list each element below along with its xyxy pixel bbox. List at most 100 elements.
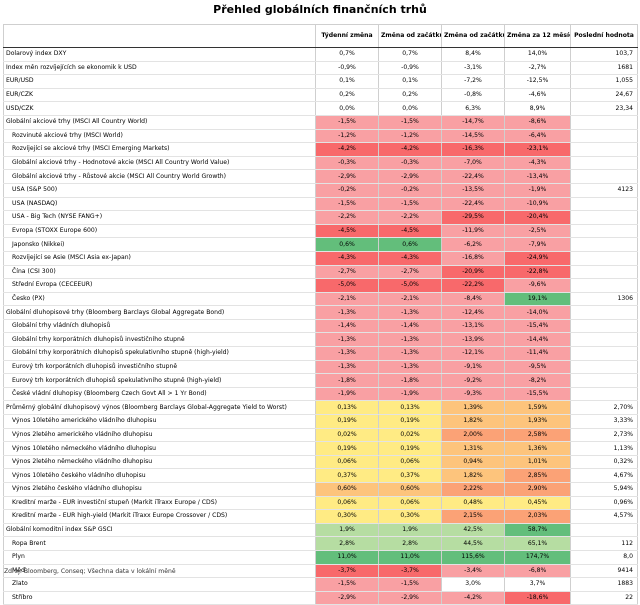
row-label: USA - Big Tech (NYSE FANG+) [3,210,316,225]
change-cell: 0,30% [315,509,379,524]
last-value-cell [570,142,638,157]
change-cell: -12,4% [441,305,505,320]
change-cell: 2,58% [504,428,571,443]
table-row: České vládní dluhopisy (Bloomberg Czech … [3,387,638,402]
change-cell: 1,39% [441,400,505,416]
table-row: EUR/USD 0,1% 0,1% -7,2% -12,5% 1,055 [3,74,638,89]
change-cell: 1,36% [504,441,571,456]
last-value-cell [570,346,638,361]
change-cell: 2,8% [378,536,442,551]
change-cell: 0,60% [378,482,442,497]
table-row: Rozvíjející se akciové trhy (MSCI Emergi… [3,142,638,157]
last-value-cell [570,224,638,239]
last-value-cell [570,319,638,334]
last-value-cell [570,197,638,212]
table-body: Dolarový index DXY 0,7% 0,7% 8,4% 14,0% 103,7… [3,47,638,605]
change-cell: -5,0% [315,278,379,293]
table-row: Plyn 11,0% 11,0% 115,6% 174,7% 8,0 [3,550,638,565]
table-row: USA - Big Tech (NYSE FANG+) -2,2% -2,2% -29… [3,210,638,225]
row-label: Výnos 2letého amerického vládního dluhop… [3,428,316,443]
change-cell: 11,0% [378,550,442,565]
row-label: Globální komoditní index S&P GSCI [3,522,316,538]
change-cell: -4,5% [378,224,442,239]
row-label: USA (NASDAQ) [3,197,316,212]
change-cell: -1,3% [315,305,379,320]
table-row: Ropa Brent 2,8% 2,8% 44,5% 65,1% 112 [3,536,638,551]
change-cell: -1,3% [315,346,379,361]
row-label: Česko (PX) [3,292,316,307]
row-label: Plyn [3,550,316,565]
last-value-cell: 1,13% [570,441,638,456]
last-value-cell [570,373,638,388]
change-cell: 2,15% [441,509,505,524]
change-cell: 6,3% [441,101,505,116]
last-value-cell: 9414 [570,564,638,579]
last-value-cell: 2,73% [570,428,638,443]
column-header: Poslední hodnota [570,24,638,48]
change-cell: -2,7% [504,61,571,76]
source-note: Zdroj: Bloomberg, Conseq; Všechna data v… [4,568,176,575]
change-cell: -13,4% [504,169,571,184]
change-cell: -1,9% [378,387,442,402]
table-row: USA (NASDAQ) -1,5% -1,5% -22,4% -10,9% [3,197,638,212]
last-value-cell [570,278,638,293]
change-cell: -0,9% [315,61,379,76]
change-cell: 0,60% [315,482,379,497]
change-cell: -1,5% [315,114,379,130]
change-cell: -23,1% [504,142,571,157]
change-cell: -1,3% [378,346,442,361]
change-cell: 0,94% [441,455,505,470]
change-cell: 2,85% [504,468,571,483]
row-label: Čína (CSI 300) [3,265,316,280]
table-row: Stříbro -2,9% -2,9% -4,2% -18,6% 22 [3,591,638,605]
change-cell: 42,5% [441,522,505,538]
last-value-cell [570,360,638,375]
row-label: Výnos 2letého německého vládního dluhopi… [3,455,316,470]
change-cell: -9,6% [504,278,571,293]
change-cell: -3,7% [315,564,379,579]
change-cell: 0,02% [315,428,379,443]
row-label: Index měn rozvíjejících se ekonomik k US… [3,61,316,76]
table-row: Globální trhy korporátních dluhopisů spe… [3,346,638,361]
change-cell: -9,5% [504,360,571,375]
last-value-cell: 23,34 [570,101,638,116]
last-value-cell [570,210,638,225]
last-value-cell [570,169,638,184]
change-cell: 2,03% [504,509,571,524]
change-cell: -12,1% [441,346,505,361]
column-header: Změna od začátku měsíce [378,24,442,48]
change-cell: 0,06% [315,455,379,470]
change-cell: -1,3% [378,360,442,375]
change-cell: -22,2% [441,278,505,293]
table-row: Výnos 10letého německého vládního dluhop… [3,441,638,456]
last-value-cell: 5,94% [570,482,638,497]
table-row: Výnos 2letého českého vládního dluhopisu… [3,482,638,497]
row-label: Globální akciové trhy (MSCI All Country … [3,114,316,130]
change-cell: 0,1% [378,74,442,89]
row-label: EUR/USD [3,74,316,89]
row-label: Rozvíjející se Asie (MSCI Asia ex-Japan) [3,251,316,266]
change-cell: -1,4% [315,319,379,334]
table-row: Rozvinuté akciové trhy (MSCI World) -1,2%… [3,129,638,144]
change-cell: 1,82% [441,468,505,483]
last-value-cell: 24,67 [570,88,638,103]
change-cell: -0,3% [378,156,442,171]
table-row: Kreditní marže - EUR investiční stupeň (… [3,496,638,511]
table-row: Rozvíjející se Asie (MSCI Asia ex-Japan)… [3,251,638,266]
change-cell: -8,2% [504,373,571,388]
change-cell: 1,31% [441,441,505,456]
change-cell: -1,4% [378,319,442,334]
change-cell: -6,8% [504,564,571,579]
change-cell: -1,2% [315,129,379,144]
change-cell: -4,3% [378,251,442,266]
row-label: Globální trhy vládních dluhopisů [3,319,316,334]
change-cell: 2,22% [441,482,505,497]
change-cell: -2,2% [315,210,379,225]
change-cell: -9,1% [441,360,505,375]
change-cell: -8,4% [441,292,505,307]
change-cell: -4,6% [504,88,571,103]
change-cell: -10,9% [504,197,571,212]
change-cell: 0,1% [315,74,379,89]
